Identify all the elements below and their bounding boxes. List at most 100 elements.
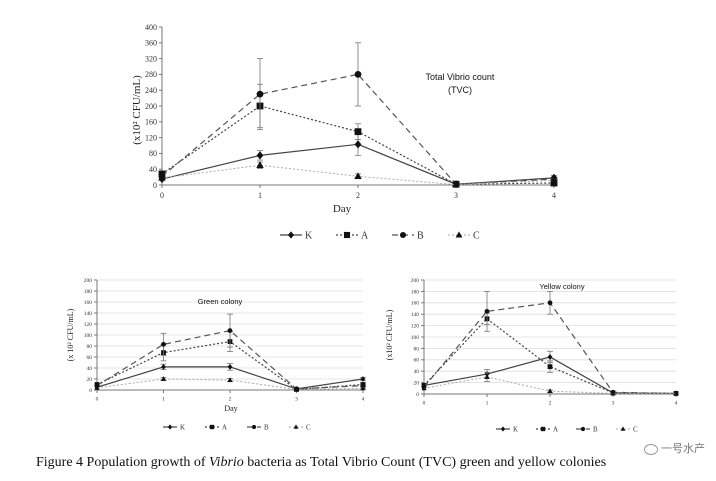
legend-label-C: C <box>473 231 480 242</box>
y-tick-label: 400 <box>145 23 157 32</box>
legend-marker-K <box>287 231 295 239</box>
x-tick-label: 3 <box>295 397 298 403</box>
figure-caption: Figure 4 Population growth of Vibrio bac… <box>36 455 706 471</box>
x-tick-label: 4 <box>675 401 678 407</box>
y-tick-label: 180 <box>411 289 420 295</box>
x-tick-label: 0 <box>160 191 164 200</box>
yellow-colony-chart: 0 20 40 60 80 100 120 140 160 180 200 0 1 2 3 4 (x10² CF… <box>385 278 679 433</box>
data-point-B <box>547 300 553 306</box>
data-point-B <box>256 90 264 98</box>
data-point-C <box>354 172 362 180</box>
x-tick-label: 2 <box>356 191 360 200</box>
data-point-C <box>360 385 366 391</box>
y-tick-label: 100 <box>84 333 93 339</box>
x-axis-title: Day <box>224 404 237 413</box>
chart-title: Green colony <box>198 297 243 306</box>
y-tick-label: 200 <box>411 278 420 284</box>
x-tick-label: 2 <box>229 397 232 403</box>
series-C <box>158 161 558 188</box>
x-tick-label: 1 <box>486 401 489 407</box>
y-tick-label: 0 <box>153 181 157 190</box>
legend-label-K: K <box>305 231 313 242</box>
data-point-C <box>94 384 100 390</box>
series-C <box>421 371 679 396</box>
legend-label-B: B <box>593 425 598 433</box>
x-tick-label: 3 <box>454 191 458 200</box>
data-point-K <box>354 140 362 149</box>
y-tick-label: 0 <box>416 392 419 398</box>
y-tick-label: 360 <box>145 39 157 48</box>
y-tick-label: 40 <box>87 366 93 372</box>
data-point-K <box>547 354 553 360</box>
y-tick-label: 120 <box>84 322 93 328</box>
y-axis-title: (x 10² CFU/mL) <box>66 308 75 361</box>
y-tick-label: 80 <box>149 149 157 158</box>
legend-label-K: K <box>513 425 518 433</box>
x-tick-label: 1 <box>162 397 165 403</box>
data-point-C <box>421 385 427 391</box>
tvc-chart: 0 40 80 120 160 200 240 280 320 360 400 0 1 2 3 4 (x10² … <box>131 23 558 242</box>
y-tick-label: 80 <box>87 344 93 350</box>
series-line-B <box>161 73 555 185</box>
caption-prefix: Figure 4 Population growth of <box>36 455 210 470</box>
y-tick-label: 60 <box>87 355 93 361</box>
x-tick-label: 1 <box>258 191 262 200</box>
legend-label-A: A <box>361 231 369 242</box>
y-tick-label: 280 <box>145 70 157 79</box>
chart-title: Yellow colony <box>539 282 584 291</box>
y-tick-label: 140 <box>84 311 93 317</box>
data-point-C <box>452 180 460 188</box>
data-point-C <box>673 390 679 396</box>
x-axis-title: Day <box>333 203 352 215</box>
y-tick-label: 20 <box>87 377 93 383</box>
y-tick-label: 200 <box>84 278 93 284</box>
y-tick-label: 20 <box>414 381 420 387</box>
y-tick-label: 120 <box>411 324 420 330</box>
legend-label-C: C <box>306 423 311 431</box>
wechat-icon <box>644 443 658 455</box>
watermark: 一号水产 <box>644 440 705 456</box>
y-tick-label: 160 <box>411 301 420 307</box>
y-tick-label: 160 <box>145 118 157 127</box>
chart-title-line2: (TVC) <box>448 85 472 95</box>
legend-label-A: A <box>553 425 558 433</box>
legend-label-C: C <box>633 425 638 433</box>
x-tick-label: 0 <box>96 397 99 403</box>
legend-marker-A <box>209 424 215 430</box>
y-tick-label: 0 <box>89 388 92 394</box>
data-point-C <box>160 376 167 381</box>
y-axis-title: (x10² CFU/mL) <box>385 309 394 360</box>
legend-marker-B <box>251 424 257 430</box>
legend-marker-B <box>580 426 586 432</box>
data-point-C <box>550 176 558 183</box>
y-tick-label: 320 <box>145 54 157 63</box>
y-tick-label: 60 <box>414 358 420 364</box>
data-point-C <box>547 388 553 394</box>
legend-marker-C <box>620 426 626 431</box>
legend-marker-K <box>167 424 173 430</box>
data-point-K <box>256 151 264 160</box>
y-tick-label: 160 <box>84 300 93 306</box>
legend-label-K: K <box>180 423 185 431</box>
data-point-A <box>354 128 362 136</box>
data-point-C <box>256 161 264 168</box>
series-line-B <box>96 329 364 390</box>
series-B <box>94 313 366 392</box>
y-tick-label: 200 <box>145 102 157 111</box>
y-axis-title: (x10² CFU/mL) <box>131 75 143 145</box>
legend-marker-A <box>343 231 351 239</box>
legend-marker-K <box>500 426 506 432</box>
data-point-B <box>227 328 233 333</box>
chart-title: Total Vibrio count <box>426 72 495 82</box>
x-tick-label: 2 <box>549 401 552 407</box>
x-tick-label: 3 <box>612 401 615 407</box>
y-tick-label: 120 <box>145 133 157 142</box>
y-tick-label: 240 <box>145 86 157 95</box>
legend-label-A: A <box>222 423 227 431</box>
y-tick-label: 40 <box>149 165 157 174</box>
series-B <box>421 290 679 396</box>
data-point-C <box>227 377 233 383</box>
data-point-C <box>293 386 300 392</box>
caption-suffix: bacteria as Total Vibrio Count (TVC) gre… <box>243 455 607 470</box>
y-tick-label: 80 <box>414 346 420 352</box>
